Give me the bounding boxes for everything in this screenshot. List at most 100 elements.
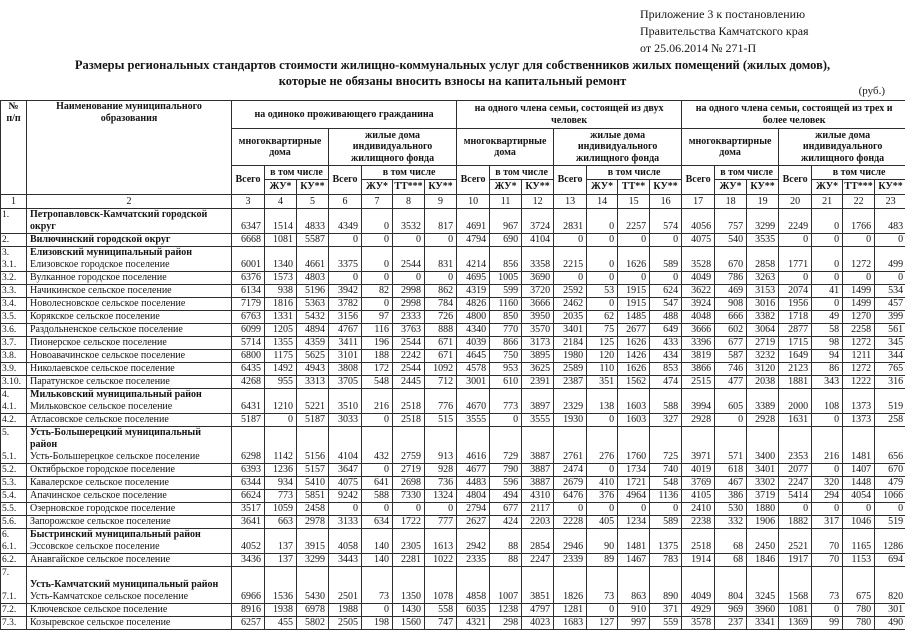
value-cell: 49 [811,310,844,324]
value-cell: 1272 [842,336,876,350]
value-cell: 0 [586,208,619,234]
row-number: 6. 6.1. [0,528,27,554]
value-cell: 0 [392,271,425,285]
value-cell: 3724 [521,208,555,234]
value-cell: 0 [649,233,683,247]
value-cell: 2998 [392,284,425,298]
header-tt: ТТ*** [842,179,876,195]
value-cell: 773 [489,388,523,414]
value-cell: 1917 [778,553,813,567]
value-cell: 2946 [553,528,588,554]
value-cell: 467 [714,476,748,490]
value-cell: 1407 [842,463,876,477]
value-cell: 1771 [778,246,813,272]
value-cell: 216 [361,388,393,414]
column-number: 21 [811,194,844,209]
value-cell: 1906 [746,515,780,529]
value-cell: 0 [328,233,362,247]
value-cell: 4268 [231,375,265,389]
annex-note-line1: Приложение 3 к постановлению [640,7,806,21]
column-number: 3 [231,194,265,209]
value-cell: 138 [586,388,619,414]
value-cell: 3016 [746,297,780,311]
value-cell: 519 [874,388,905,414]
value-cell: 2759 [392,426,425,464]
column-number: 16 [649,194,683,209]
value-cell: 1826 [553,566,588,604]
value-cell: 0 [361,413,393,427]
value-cell: 862 [423,284,458,298]
value-cell: 490 [874,616,905,630]
value-cell: 1882 [778,515,813,529]
value-cell: 6344 [231,476,265,490]
value-cell: 740 [649,463,683,477]
value-cell: 1369 [778,616,813,630]
table-row: 3.8. Новоавачинское сельское поселение 680… [0,349,905,363]
value-cell: 1573 [264,271,297,285]
municipality-name: Новоавачинское сельское поселение [26,349,232,363]
value-cell: 405 [586,515,619,529]
header-including: в том числе [811,165,905,180]
currency-note: (руб.) [858,85,885,97]
value-cell: 0 [392,233,425,247]
value-cell: 4794 [456,233,491,247]
column-number: 18 [714,194,748,209]
value-cell: 127 [586,616,619,630]
value-cell: 2679 [553,476,588,490]
value-cell: 3401 [746,463,780,477]
value-cell: 0 [811,246,844,272]
value-cell: 4894 [296,323,329,337]
value-cell: 1022 [423,553,458,567]
header-individual-housing: жилые дома индивидуального жилищного фон… [778,128,905,166]
value-cell: 434 [649,349,683,363]
value-cell: 3313 [296,375,329,389]
value-cell: 3299 [296,553,329,567]
value-cell: 5187 [231,413,265,427]
value-cell: 928 [423,463,458,477]
value-cell: 3528 [681,246,716,272]
value-cell: 634 [361,515,393,529]
row-number: 6.2. [0,553,27,567]
value-cell: 6431 [231,388,265,414]
value-cell: 3887 [521,476,555,490]
value-cell: 0 [874,233,905,247]
value-cell: 0 [423,233,458,247]
municipality-name: Николаевское сельское поселение [26,362,232,376]
value-cell: 1626 [617,362,651,376]
value-cell: 1005 [489,271,523,285]
value-cell: 4691 [456,208,491,234]
value-cell: 5363 [296,297,329,311]
value-cell: 110 [586,362,619,376]
value-cell: 0 [586,246,619,272]
value-cell: 5187 [296,413,329,427]
value-cell: 1059 [264,502,297,516]
value-cell: 599 [489,284,523,298]
value-cell: 967 [489,208,523,234]
value-cell: 671 [423,336,458,350]
value-cell: 2203 [521,515,555,529]
value-cell: 747 [423,616,458,630]
value-cell: 2942 [456,528,491,554]
value-cell: 6257 [231,616,265,630]
value-cell: 82 [361,284,393,298]
col-header-name: Наименование муниципального образования [26,100,232,195]
value-cell: 8916 [231,603,265,617]
value-cell: 1560 [392,616,425,630]
municipality-name: Быстринский муниципальный район Эссовское… [26,528,232,554]
document-title-line2: которые не обязаны вносить взносы на кап… [278,74,627,88]
value-cell: 2077 [778,463,813,477]
value-cell: 6134 [231,284,265,298]
municipality-name: Вилючинский городской округ [26,233,232,247]
value-cell: 1938 [264,603,297,617]
value-cell: 5196 [296,284,329,298]
table-row: 3.5. Корякское сельское поселение 6763 1331… [0,310,905,324]
value-cell: 786 [714,271,748,285]
value-cell: 3666 [681,323,716,337]
value-cell: 0 [423,502,458,516]
value-cell: 3690 [521,271,555,285]
value-cell: 4803 [296,271,329,285]
value-cell: 2761 [553,426,588,464]
value-cell: 88 [489,553,523,567]
value-cell: 2450 [746,528,780,554]
value-cell: 483 [874,208,905,234]
